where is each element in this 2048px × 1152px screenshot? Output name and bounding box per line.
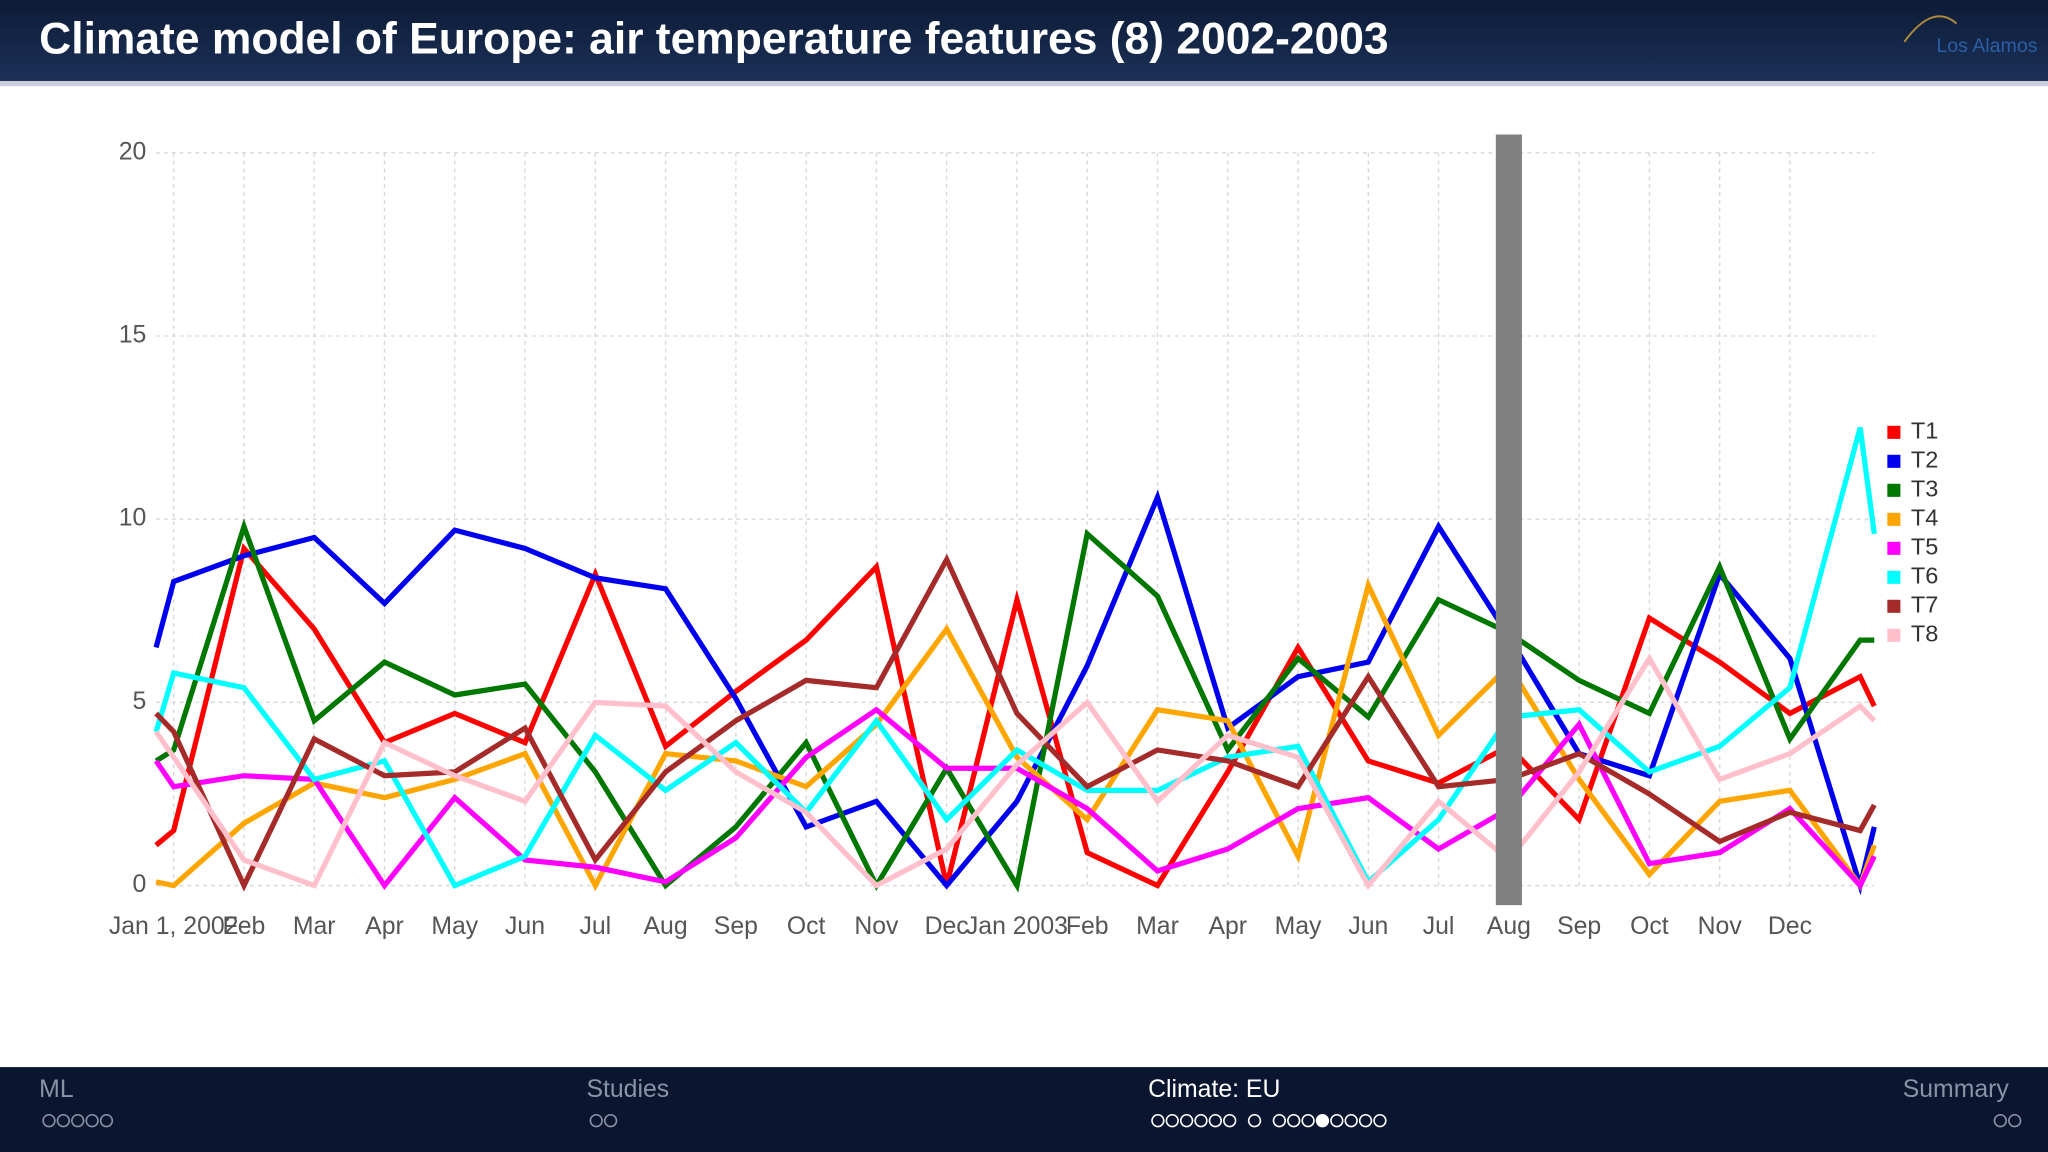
nav-label[interactable]: Summary [1903, 1076, 2010, 1103]
nav-dot[interactable] [85, 1113, 99, 1128]
footer-bar [0, 1067, 2048, 1152]
x-tick-label: Apr [1208, 913, 1247, 940]
nav-dot[interactable] [1330, 1113, 1344, 1128]
nav-dot[interactable] [589, 1113, 603, 1128]
x-tick-label: Jan 2003 [966, 913, 1068, 940]
nav-dot[interactable] [1272, 1113, 1287, 1128]
nav-label[interactable]: Studies [586, 1076, 669, 1103]
legend-label: T1 [1911, 418, 1938, 444]
legend-swatch [1887, 425, 1901, 439]
x-tick-label: Sep [714, 913, 758, 940]
x-tick-label: Nov [854, 913, 899, 940]
legend-label: T6 [1911, 563, 1938, 589]
logo-swoosh [1903, 15, 1958, 43]
header-bar [0, 0, 2048, 81]
footer-nav: ML Studies Climate: EU Summary [39, 1076, 2022, 1128]
legend-label: T7 [1911, 592, 1938, 618]
nav-dot[interactable] [1179, 1113, 1194, 1128]
legend-swatch [1887, 483, 1901, 497]
nav-dot[interactable] [1287, 1113, 1301, 1128]
legend-label: T3 [1911, 476, 1938, 502]
x-tick-label: Feb [223, 913, 266, 940]
nav-dot[interactable] [1208, 1113, 1223, 1128]
x-tick-label: Mar [1136, 913, 1179, 940]
x-tick-label: May [431, 913, 478, 940]
y-tick-label: 10 [119, 505, 147, 532]
nav-dot[interactable] [603, 1113, 618, 1128]
nav-dot[interactable] [1165, 1113, 1179, 1128]
legend-label: T8 [1911, 621, 1938, 647]
x-tick-label: Dec [1768, 913, 1812, 940]
series-line [155, 577, 1877, 892]
y-tick-label: 20 [119, 138, 147, 165]
series-line [153, 706, 1877, 891]
legend-swatch [1887, 512, 1901, 526]
nav-dot[interactable] [42, 1113, 56, 1128]
legend-label: T2 [1911, 447, 1938, 473]
highlight-bar [1495, 134, 1522, 906]
legend-swatch [1887, 628, 1901, 642]
y-tick-label: 0 [132, 871, 146, 898]
slide-title: Climate model of Europe: air temperature… [39, 15, 1388, 64]
x-tick-label: Nov [1698, 913, 1743, 940]
x-tick-label: Dec [925, 913, 969, 940]
x-tick-label: Oct [787, 913, 826, 940]
nav-label[interactable]: ML [39, 1076, 73, 1103]
nav-dot[interactable] [1223, 1113, 1237, 1128]
nav-dot[interactable] [1993, 1113, 2007, 1128]
nav-dot[interactable] [1373, 1113, 1387, 1128]
series-line [154, 553, 1877, 892]
series-line [154, 518, 1875, 893]
nav-dot[interactable] [56, 1113, 71, 1128]
y-tick-label: 5 [132, 688, 146, 715]
nav-dot[interactable] [1151, 1113, 1165, 1128]
x-tick-label: Jan 1, 2002 [109, 913, 239, 940]
x-tick-label: Jul [579, 913, 611, 940]
x-tick-label: Aug [1487, 913, 1531, 940]
series-line [153, 426, 1877, 889]
nav-dot[interactable] [1358, 1113, 1373, 1128]
x-tick-label: Aug [644, 913, 688, 940]
x-tick-label: Oct [1630, 913, 1669, 940]
x-tick-label: Jun [505, 913, 545, 940]
nav-dot[interactable] [1344, 1113, 1358, 1128]
nav-dot[interactable] [1194, 1113, 1208, 1128]
x-tick-label: Jun [1348, 913, 1388, 940]
legend-swatch [1887, 454, 1901, 468]
legend-swatch [1887, 570, 1901, 584]
y-tick-label: 15 [119, 322, 147, 349]
legend-label: T4 [1911, 505, 1938, 531]
x-tick-label: Mar [293, 913, 336, 940]
legend-label: T5 [1911, 534, 1938, 560]
header-shadow [0, 80, 2048, 87]
nav-dot[interactable] [71, 1113, 85, 1128]
nav-dot[interactable] [1247, 1113, 1262, 1128]
logo: Los Alamos [1936, 35, 2037, 57]
x-tick-label: Feb [1066, 913, 1109, 940]
x-tick-label: Apr [365, 913, 404, 940]
nav-label[interactable]: Climate: EU [1148, 1076, 1280, 1103]
series-line [153, 489, 1877, 896]
legend-swatch [1887, 541, 1901, 555]
x-tick-label: Sep [1557, 913, 1601, 940]
legend-swatch [1887, 599, 1901, 613]
x-tick-label: Jul [1423, 913, 1455, 940]
x-tick-label: May [1275, 913, 1322, 940]
nav-dot[interactable] [1301, 1113, 1315, 1128]
nav-dot[interactable] [99, 1113, 114, 1128]
nav-dot[interactable] [2008, 1113, 2022, 1128]
series-line [153, 653, 1877, 891]
nav-dot[interactable] [1315, 1113, 1330, 1128]
series-line [154, 542, 1877, 889]
